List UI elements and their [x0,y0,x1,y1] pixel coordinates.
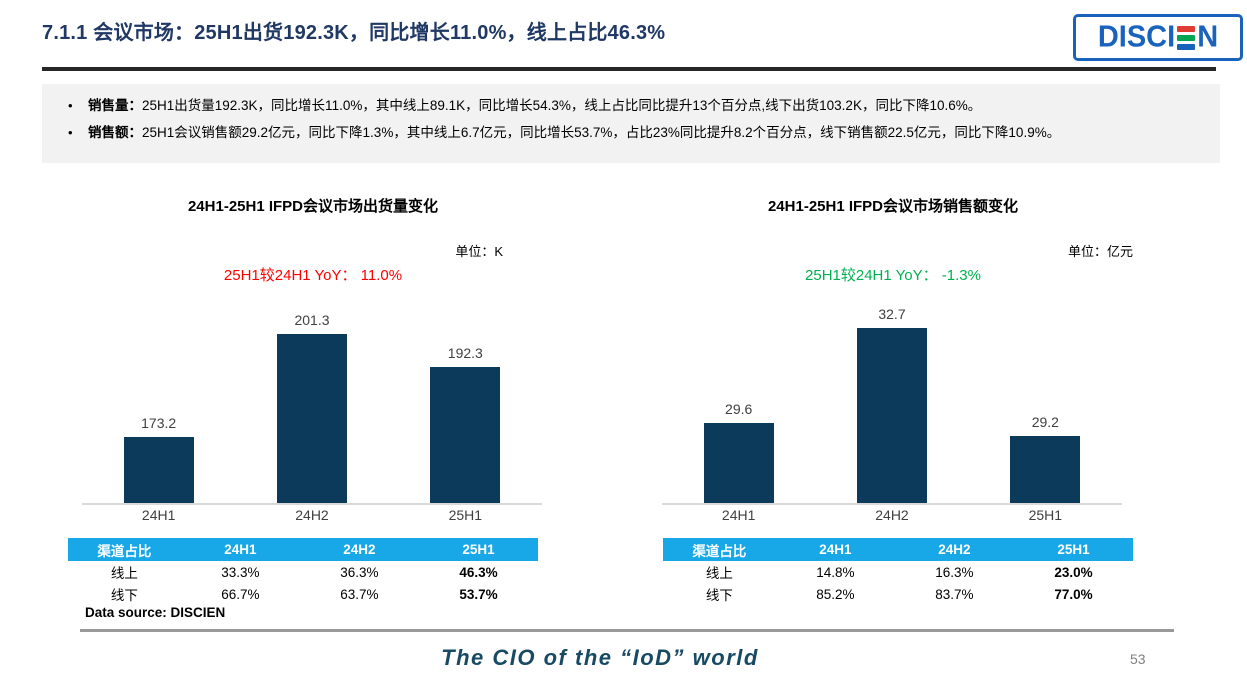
data-source-note: Data source: DISCIEN [85,605,226,620]
table-cell: 14.8% [816,564,855,580]
page-title: 7.1.1 会议市场：25H1出货192.3K，同比增长11.0%，线上占比46… [42,22,666,44]
bar-slot: 29.2 [969,310,1122,503]
bar-value-label: 32.7 [878,306,906,322]
chart-title: 24H1-25H1 IFPD会议市场销售额变化 [767,198,1019,215]
bar-24H2: 201.3 [276,312,347,503]
logo-letter-e-icon [1177,25,1196,50]
category-axis: 24H1 24H2 25H1 [662,507,1122,523]
category-axis: 24H1 24H2 25H1 [82,507,542,523]
bar-plot: 29.6 32.7 29.2 [662,306,1122,505]
table-cell: 85.2% [816,586,855,602]
revenue-chart-panel: 24H1-25H1 IFPD会议市场销售额变化 单位：亿元 25H1较24H1 … [658,195,1133,523]
bar-value-label: 192.3 [447,345,483,361]
footer-slogan: The CIO of the “IoD” world [441,645,759,670]
bullet-label: 销售量： [88,98,142,113]
table-row: 线下 66.7% 63.7% 53.7% [68,583,538,605]
bar-slot: 29.6 [662,310,815,503]
discien-logo: DISCI N [1073,14,1243,61]
table-row: 线上 14.8% 16.3% 23.0% [663,561,1133,583]
category-label: 24H2 [295,507,329,523]
bar-value-label: 29.2 [1031,414,1059,430]
table-cell: 23.0% [1054,564,1093,580]
bar-slot: 173.2 [82,310,235,503]
bar-24H2: 32.7 [856,306,927,503]
summary-bullet-volume: • 销售量：25H1出货量192.3K，同比增长11.0%，其中线上89.1K，… [58,96,1202,116]
channel-share-table-revenue: 渠道占比 24H1 24H2 25H1 线上 14.8% 16.3% 23.0% 线下 85.2… [663,538,1133,605]
table-cell: 线上 [110,566,138,581]
table-cell: 线下 [110,588,138,603]
table-header-cell: 24H2 [299,538,419,561]
table-cell: 53.7% [459,586,498,602]
summary-box: • 销售量：25H1出货量192.3K，同比增长11.0%，其中线上89.1K，… [42,84,1220,163]
unit-label: 单位：亿元 [1067,244,1133,259]
logo-e-bar-blue [1177,43,1196,50]
bar-value-label: 201.3 [294,312,330,328]
bullet-icon: • [68,98,73,113]
unit-label: 单位：K [455,244,503,259]
logo-text-right: N [1197,20,1219,54]
page-number: 53 [1130,651,1146,667]
yoy-annotation: 25H1较24H1 YoY： 11.0% [223,267,403,284]
yoy-annotation: 25H1较24H1 YoY： -1.3% [805,267,981,284]
logo-e-bar-green [1177,34,1196,41]
chart-title: 24H1-25H1 IFPD会议市场出货量变化 [187,198,439,215]
bar-slot: 201.3 [235,310,388,503]
table-header-cell: 渠道占比 [68,538,181,561]
table-cell: 线上 [705,566,733,581]
bar-24H1: 173.2 [123,415,194,503]
bar-slot: 32.7 [815,306,968,503]
logo-text-left: DISCI [1097,20,1176,54]
table-header-cell: 24H2 [894,538,1014,561]
bullet-label: 销售额： [88,125,142,140]
bullet-text: 25H1会议销售额29.2亿元，同比下降1.3%，其中线上6.7亿元，同比增长5… [142,125,1061,140]
table-header-cell: 24H1 [180,538,300,561]
logo-e-bar-red [1177,25,1196,32]
table-cell: 线下 [705,588,733,603]
shipment-chart-panel: 24H1-25H1 IFPD会议市场出货量变化 单位：K 25H1较24H1 Y… [78,195,548,523]
table-cell: 83.7% [935,586,974,602]
table-header-cell: 25H1 [1013,538,1133,561]
category-label: 25H1 [448,507,483,523]
category-label: 24H2 [875,507,909,523]
table-cell: 63.7% [340,586,379,602]
channel-share-table-shipment: 渠道占比 24H1 24H2 25H1 线上 33.3% 36.3% 46.3% 线下 66.7… [68,538,538,605]
category-label: 24H1 [141,507,176,523]
bar-24H1: 29.6 [703,401,774,503]
table-header-row: 渠道占比 24H1 24H2 25H1 [663,538,1133,561]
bullet-icon: • [68,125,73,140]
title-divider [42,67,1216,71]
bullet-text: 25H1出货量192.3K，同比增长11.0%，其中线上89.1K，同比增长54… [142,98,982,113]
table-cell: 36.3% [340,564,379,580]
summary-bullet-revenue: • 销售额：25H1会议销售额29.2亿元，同比下降1.3%，其中线上6.7亿元… [58,123,1202,143]
table-row: 线下 85.2% 83.7% 77.0% [663,583,1133,605]
bar-value-label: 29.6 [725,401,753,417]
table-header-cell: 24H1 [775,538,895,561]
bar-value-label: 173.2 [141,415,177,431]
table-cell: 66.7% [221,586,260,602]
category-label: 25H1 [1028,507,1063,523]
table-header-row: 渠道占比 24H1 24H2 25H1 [68,538,538,561]
bar-plot: 173.2 201.3 192.3 [82,310,542,505]
bar-slot: 192.3 [389,310,542,503]
bar-25H1: 192.3 [430,345,501,503]
table-cell: 16.3% [935,564,974,580]
bar-25H1: 29.2 [1010,414,1081,503]
table-cell: 33.3% [221,564,260,580]
table-cell: 46.3% [459,564,498,580]
table-header-cell: 渠道占比 [663,538,776,561]
table-row: 线上 33.3% 36.3% 46.3% [68,561,538,583]
table-header-cell: 25H1 [418,538,538,561]
category-label: 24H1 [721,507,756,523]
table-cell: 77.0% [1054,586,1093,602]
bottom-divider [80,629,1174,632]
